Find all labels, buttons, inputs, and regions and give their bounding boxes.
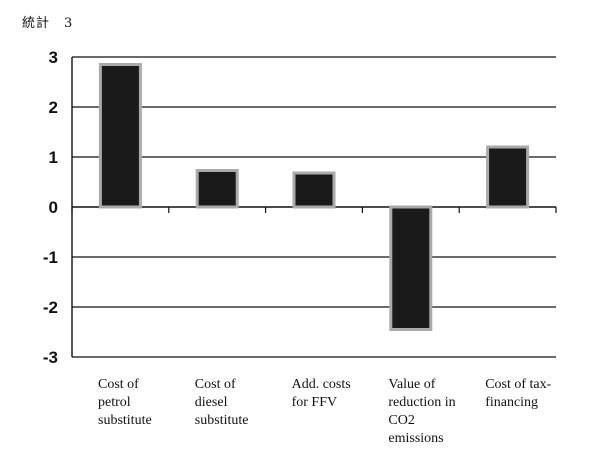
y-tick-label: 1 xyxy=(49,148,58,167)
x-category-label: Cost of tax-financing xyxy=(485,377,551,410)
y-tick-label: -2 xyxy=(43,298,58,317)
x-category-label: Value of reduction in CO2 emissions xyxy=(388,377,455,446)
bar-4 xyxy=(389,205,433,331)
x-category-label: Cost of diesel substitute xyxy=(195,377,249,428)
y-tick-label: -1 xyxy=(43,248,58,267)
bar-3 xyxy=(292,171,336,209)
y-tick-label: 2 xyxy=(49,98,58,117)
y-tick-label: 0 xyxy=(49,198,58,217)
x-category-label: Cost of petrol substitute xyxy=(98,377,152,428)
y-tick-label: -3 xyxy=(43,348,58,367)
bar-5 xyxy=(486,145,530,209)
y-tick-label: 3 xyxy=(49,48,58,67)
bar-1 xyxy=(98,63,142,209)
bar-2 xyxy=(195,169,239,209)
x-category-label: Add. costs for FFV xyxy=(292,377,351,410)
figure-label: 統計 3 xyxy=(22,16,74,31)
